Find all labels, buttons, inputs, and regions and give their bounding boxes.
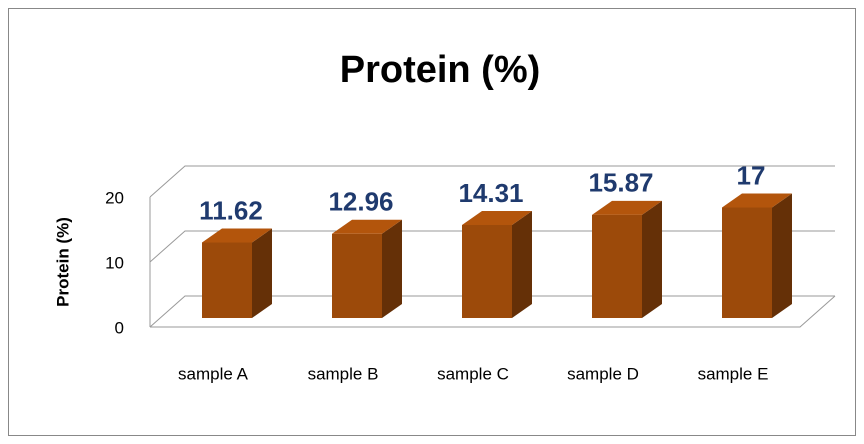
bar-front bbox=[462, 224, 512, 318]
bar-side bbox=[772, 193, 792, 318]
bar-front bbox=[722, 207, 772, 318]
y-tick-label: 10 bbox=[105, 253, 124, 272]
bar-top bbox=[202, 228, 272, 243]
y-tick-label: 0 bbox=[115, 318, 124, 337]
x-tick-label: sample A bbox=[178, 364, 249, 383]
data-label: 15.87 bbox=[588, 168, 653, 198]
bar-front bbox=[592, 214, 642, 318]
bar-top bbox=[462, 210, 532, 225]
bar-front bbox=[332, 233, 382, 318]
bar-front bbox=[202, 242, 252, 318]
x-tick-label: sample C bbox=[437, 364, 509, 383]
x-tick-label: sample E bbox=[698, 364, 769, 383]
chart-title: Protein (%) bbox=[340, 49, 541, 91]
bar-side bbox=[642, 200, 662, 318]
data-label: 12.96 bbox=[328, 187, 393, 217]
data-label: 17 bbox=[737, 160, 766, 190]
bar-top bbox=[722, 193, 792, 208]
grid-line bbox=[149, 165, 835, 198]
bar-top bbox=[332, 219, 402, 234]
bar-side bbox=[512, 210, 532, 318]
data-label: 11.62 bbox=[199, 195, 263, 225]
y-axis-title: Protein (%) bbox=[53, 217, 72, 307]
data-label: 14.31 bbox=[458, 178, 523, 208]
x-tick-label: sample D bbox=[567, 364, 639, 383]
floor-edge bbox=[150, 295, 836, 328]
bar-top bbox=[592, 200, 662, 215]
bar-side bbox=[252, 228, 272, 318]
x-tick-label: sample B bbox=[308, 364, 379, 383]
y-tick-label: 20 bbox=[105, 188, 124, 207]
bar-side bbox=[382, 219, 402, 318]
